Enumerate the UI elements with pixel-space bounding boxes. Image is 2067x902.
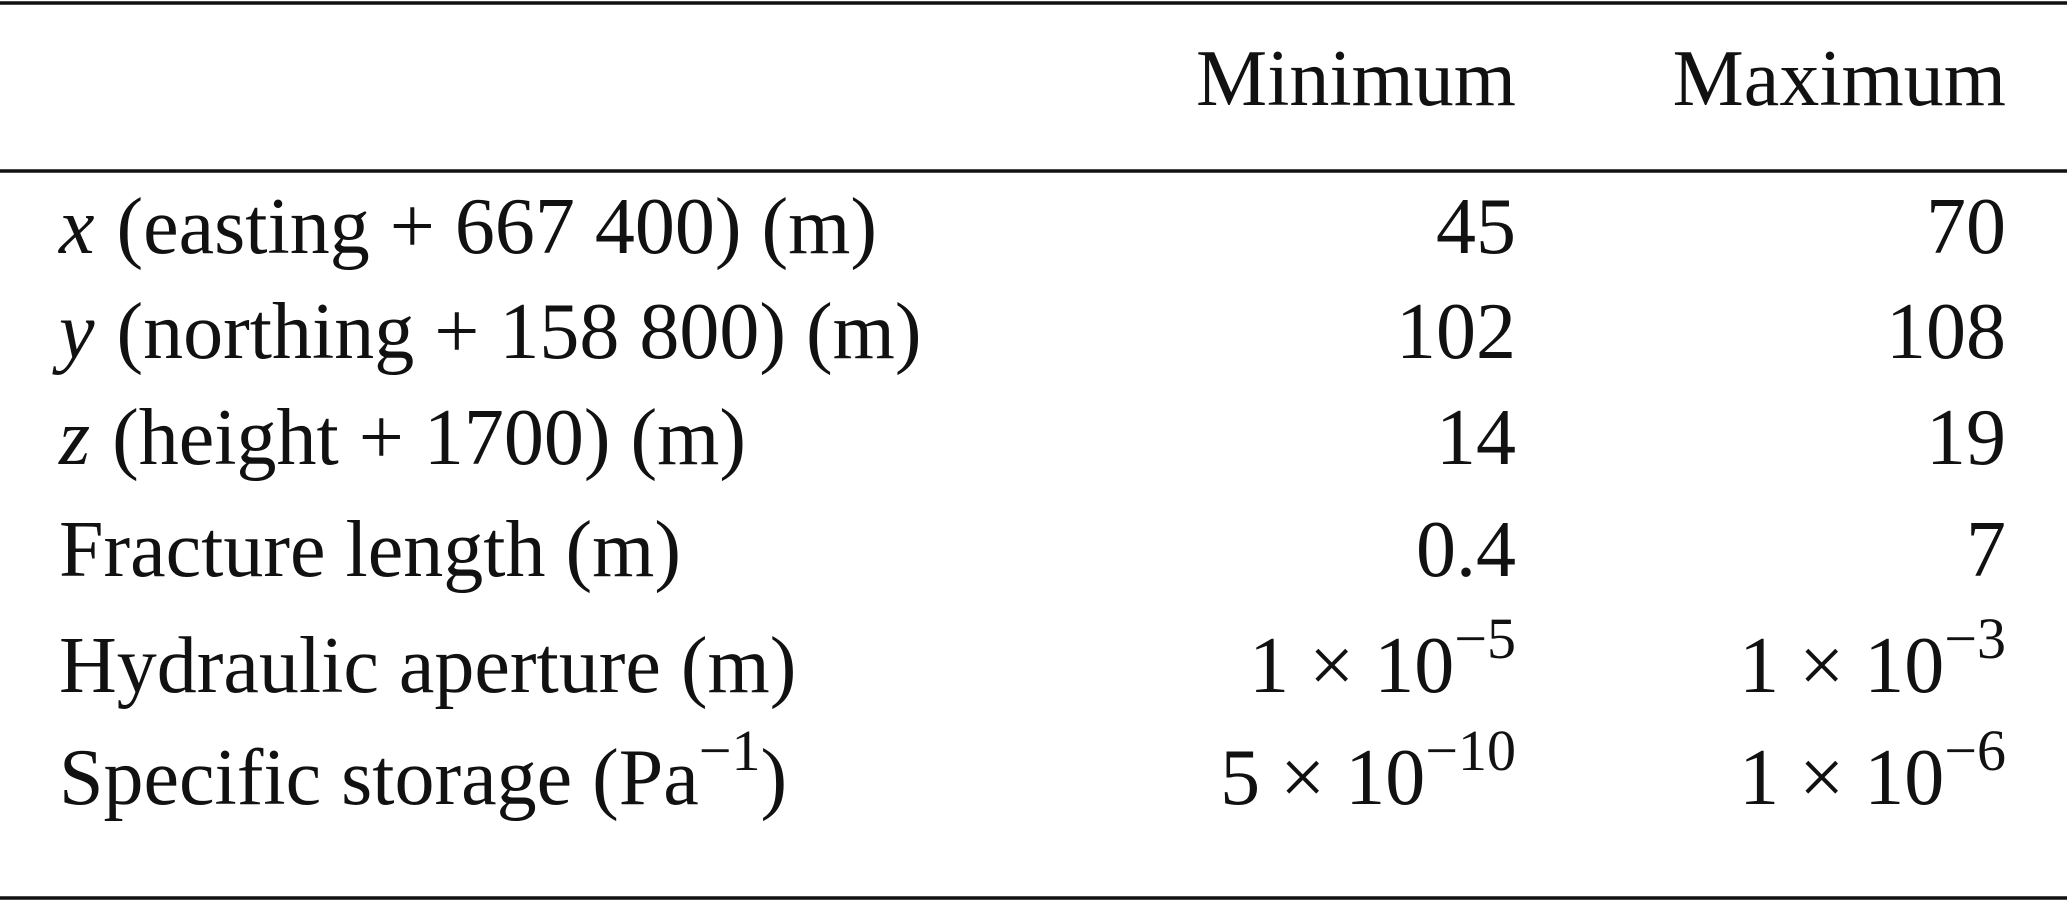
- superscript: −10: [1425, 718, 1516, 783]
- row-label: Fracture length (m): [59, 506, 681, 594]
- cell: 19: [1926, 394, 2006, 482]
- cell: 70: [1926, 183, 2006, 271]
- cell: 102: [1396, 288, 1516, 376]
- cell: 14: [1436, 394, 1516, 482]
- cell: 7: [1966, 506, 2006, 594]
- variable: y: [52, 288, 95, 376]
- label-text: (height + 1700) (m): [112, 394, 746, 482]
- cell: 5 × 10−10: [1220, 718, 1516, 822]
- superscript: −1: [699, 718, 761, 783]
- row-label: z (height + 1700) (m): [58, 394, 746, 482]
- cell-text: 5 × 10: [1220, 734, 1425, 822]
- cell: 1 × 10−6: [1739, 718, 2006, 822]
- cell-text: 1 × 10: [1739, 622, 1944, 710]
- cell-text: 1 × 10: [1739, 734, 1944, 822]
- label-text: Hydraulic aperture (m): [59, 622, 796, 710]
- cell: 45: [1436, 183, 1516, 271]
- superscript: −6: [1944, 718, 2006, 783]
- label-text: (northing + 158 800) (m): [117, 288, 922, 376]
- variable: x: [58, 183, 95, 271]
- label-text: Specific storage (Pa: [59, 734, 699, 822]
- row-label: x (easting + 667 400) (m): [58, 183, 877, 271]
- cell: 1 × 10−5: [1249, 606, 1516, 710]
- cell: 1 × 10−3: [1739, 606, 2006, 710]
- label-text: Fracture length (m): [59, 506, 681, 594]
- cell-text: 1 × 10: [1249, 622, 1454, 710]
- row-label: y (northing + 158 800) (m): [52, 288, 922, 376]
- column-header: Minimum: [1196, 35, 1516, 123]
- superscript: −3: [1944, 606, 2006, 671]
- cell: 0.4: [1416, 506, 1516, 594]
- row-label: Specific storage (Pa−1): [59, 718, 787, 822]
- row-label: Hydraulic aperture (m): [59, 622, 796, 710]
- variable: z: [58, 394, 90, 482]
- label-text: (easting + 667 400) (m): [117, 183, 878, 271]
- cell: 108: [1886, 288, 2006, 376]
- superscript: −5: [1454, 606, 1516, 671]
- column-header: Maximum: [1673, 35, 2006, 123]
- label-text: ): [760, 734, 787, 822]
